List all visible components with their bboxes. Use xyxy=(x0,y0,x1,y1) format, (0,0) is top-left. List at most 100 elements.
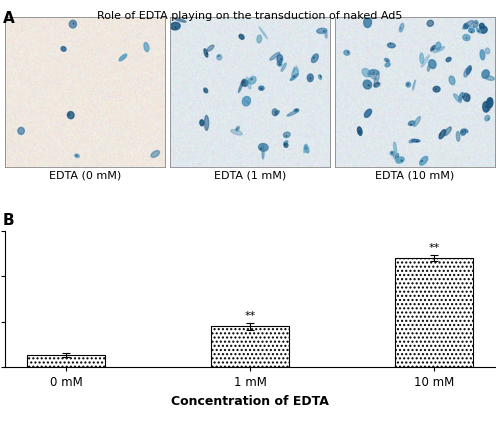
Ellipse shape xyxy=(362,68,370,77)
Ellipse shape xyxy=(119,54,126,61)
Ellipse shape xyxy=(412,139,420,142)
Ellipse shape xyxy=(249,76,256,84)
X-axis label: Concentration of EDTA: Concentration of EDTA xyxy=(171,395,329,408)
Ellipse shape xyxy=(459,92,464,101)
Ellipse shape xyxy=(18,127,25,134)
Ellipse shape xyxy=(274,111,276,112)
Ellipse shape xyxy=(275,111,280,115)
Ellipse shape xyxy=(414,116,420,127)
Ellipse shape xyxy=(260,148,262,149)
Ellipse shape xyxy=(318,75,322,79)
Ellipse shape xyxy=(406,82,410,87)
Ellipse shape xyxy=(284,132,290,138)
Ellipse shape xyxy=(482,70,489,78)
Ellipse shape xyxy=(277,54,282,63)
Ellipse shape xyxy=(474,21,478,27)
Ellipse shape xyxy=(61,46,66,51)
Ellipse shape xyxy=(258,143,268,151)
Ellipse shape xyxy=(70,20,76,28)
Ellipse shape xyxy=(480,23,484,29)
Ellipse shape xyxy=(390,151,394,155)
Ellipse shape xyxy=(308,74,313,81)
Ellipse shape xyxy=(69,114,70,115)
Ellipse shape xyxy=(427,20,434,26)
Ellipse shape xyxy=(394,142,396,153)
Ellipse shape xyxy=(304,145,309,153)
Ellipse shape xyxy=(436,42,440,50)
Ellipse shape xyxy=(428,60,436,68)
Ellipse shape xyxy=(462,131,463,132)
Ellipse shape xyxy=(236,127,240,131)
Text: **: ** xyxy=(244,311,256,321)
Ellipse shape xyxy=(278,61,282,66)
Ellipse shape xyxy=(245,100,249,103)
Ellipse shape xyxy=(364,17,372,27)
Ellipse shape xyxy=(170,22,180,30)
Ellipse shape xyxy=(304,144,307,153)
Ellipse shape xyxy=(284,143,288,147)
Ellipse shape xyxy=(400,23,404,32)
Ellipse shape xyxy=(420,53,424,64)
Ellipse shape xyxy=(76,155,77,156)
Ellipse shape xyxy=(270,52,280,60)
Ellipse shape xyxy=(487,98,492,111)
Ellipse shape xyxy=(368,73,376,80)
Ellipse shape xyxy=(68,111,74,119)
Ellipse shape xyxy=(466,66,471,74)
Ellipse shape xyxy=(412,80,416,90)
Bar xyxy=(396,258,472,367)
Ellipse shape xyxy=(259,27,268,39)
Ellipse shape xyxy=(428,65,430,71)
Ellipse shape xyxy=(464,95,465,96)
Ellipse shape xyxy=(470,69,471,70)
Ellipse shape xyxy=(464,24,468,29)
Ellipse shape xyxy=(464,129,468,133)
Ellipse shape xyxy=(386,60,388,61)
Ellipse shape xyxy=(396,157,404,163)
Ellipse shape xyxy=(325,30,327,38)
Ellipse shape xyxy=(207,45,214,51)
Ellipse shape xyxy=(204,115,208,130)
Ellipse shape xyxy=(470,26,474,30)
Ellipse shape xyxy=(272,109,278,116)
Ellipse shape xyxy=(464,68,469,77)
Ellipse shape xyxy=(454,94,462,103)
Ellipse shape xyxy=(466,95,470,100)
Ellipse shape xyxy=(236,128,237,130)
Ellipse shape xyxy=(483,102,489,112)
Ellipse shape xyxy=(261,88,262,89)
Text: Role of EDTA playing on the transduction of naked Ad5: Role of EDTA playing on the transduction… xyxy=(98,11,403,21)
Ellipse shape xyxy=(373,72,374,73)
Ellipse shape xyxy=(460,129,466,135)
Ellipse shape xyxy=(246,77,251,89)
Ellipse shape xyxy=(204,49,208,57)
Ellipse shape xyxy=(281,63,286,71)
Ellipse shape xyxy=(231,130,242,135)
Ellipse shape xyxy=(284,141,288,145)
Ellipse shape xyxy=(385,63,390,67)
Ellipse shape xyxy=(296,65,298,73)
Ellipse shape xyxy=(204,88,208,93)
Bar xyxy=(212,326,288,367)
Ellipse shape xyxy=(251,78,252,80)
Ellipse shape xyxy=(279,64,280,65)
Ellipse shape xyxy=(294,109,298,112)
Ellipse shape xyxy=(296,110,297,111)
Ellipse shape xyxy=(364,109,372,117)
Ellipse shape xyxy=(408,121,415,125)
Ellipse shape xyxy=(316,28,327,33)
Ellipse shape xyxy=(434,46,444,53)
Ellipse shape xyxy=(242,97,250,106)
Text: B: B xyxy=(2,213,14,228)
Ellipse shape xyxy=(463,21,473,29)
Ellipse shape xyxy=(258,86,264,90)
Ellipse shape xyxy=(344,50,350,55)
Ellipse shape xyxy=(374,73,379,87)
Ellipse shape xyxy=(456,132,460,141)
Ellipse shape xyxy=(73,23,74,24)
Ellipse shape xyxy=(439,130,446,139)
Ellipse shape xyxy=(462,96,464,97)
Ellipse shape xyxy=(280,59,281,60)
Ellipse shape xyxy=(449,76,455,85)
Ellipse shape xyxy=(290,74,298,81)
